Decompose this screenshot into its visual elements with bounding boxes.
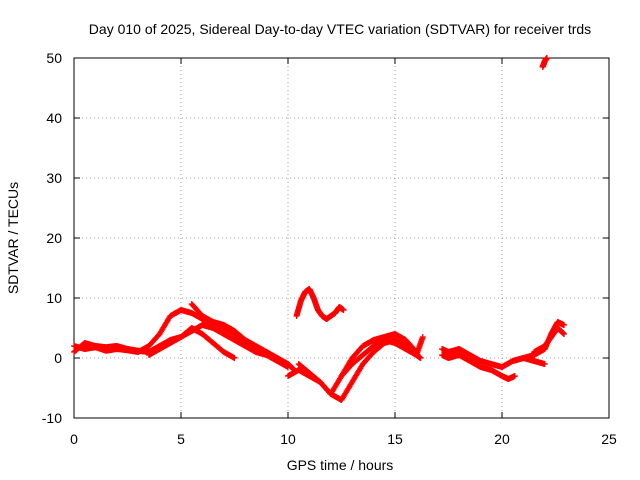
y-tick-label: 40 (46, 110, 62, 126)
y-tick-label: 20 (46, 230, 62, 246)
y-tick-label: 0 (54, 350, 62, 366)
grid (74, 58, 609, 418)
x-tick-label: 0 (70, 431, 78, 447)
x-tick-label: 5 (177, 431, 185, 447)
y-tick-label: 30 (46, 170, 62, 186)
y-tick-label: 10 (46, 290, 62, 306)
series-sat-b (71, 322, 270, 358)
data-point (543, 55, 550, 61)
data-point (417, 355, 424, 361)
x-tick-label: 10 (280, 431, 296, 447)
data-points (71, 55, 568, 403)
data-point (511, 373, 518, 379)
data-point (561, 331, 568, 337)
x-tick-label: 25 (601, 431, 617, 447)
data-point (419, 334, 426, 340)
chart-title: Day 010 of 2025, Sidereal Day-to-day VTE… (89, 21, 591, 37)
series-sat-g (338, 334, 426, 379)
y-tick-label: -10 (42, 410, 62, 426)
y-axis-label: SDTVAR / TECUs (5, 182, 21, 294)
data-point (541, 361, 548, 367)
data-point (340, 307, 347, 313)
x-tick-label: 15 (387, 431, 403, 447)
data-point (231, 355, 238, 361)
axis-ticks: 0 5 10 15 20 25 -10 0 10 20 30 40 50 (42, 50, 617, 447)
series-sat-d (188, 301, 298, 373)
series-sat-l (531, 325, 568, 355)
series-sat-h (293, 286, 347, 322)
data-point (561, 322, 568, 328)
y-tick-label: 50 (46, 50, 62, 66)
series-sat-m (539, 55, 550, 70)
x-axis-label: GPS time / hours (287, 457, 394, 473)
series-sat-c (145, 325, 238, 361)
series-sat-j (439, 352, 518, 382)
x-tick-label: 20 (494, 431, 510, 447)
